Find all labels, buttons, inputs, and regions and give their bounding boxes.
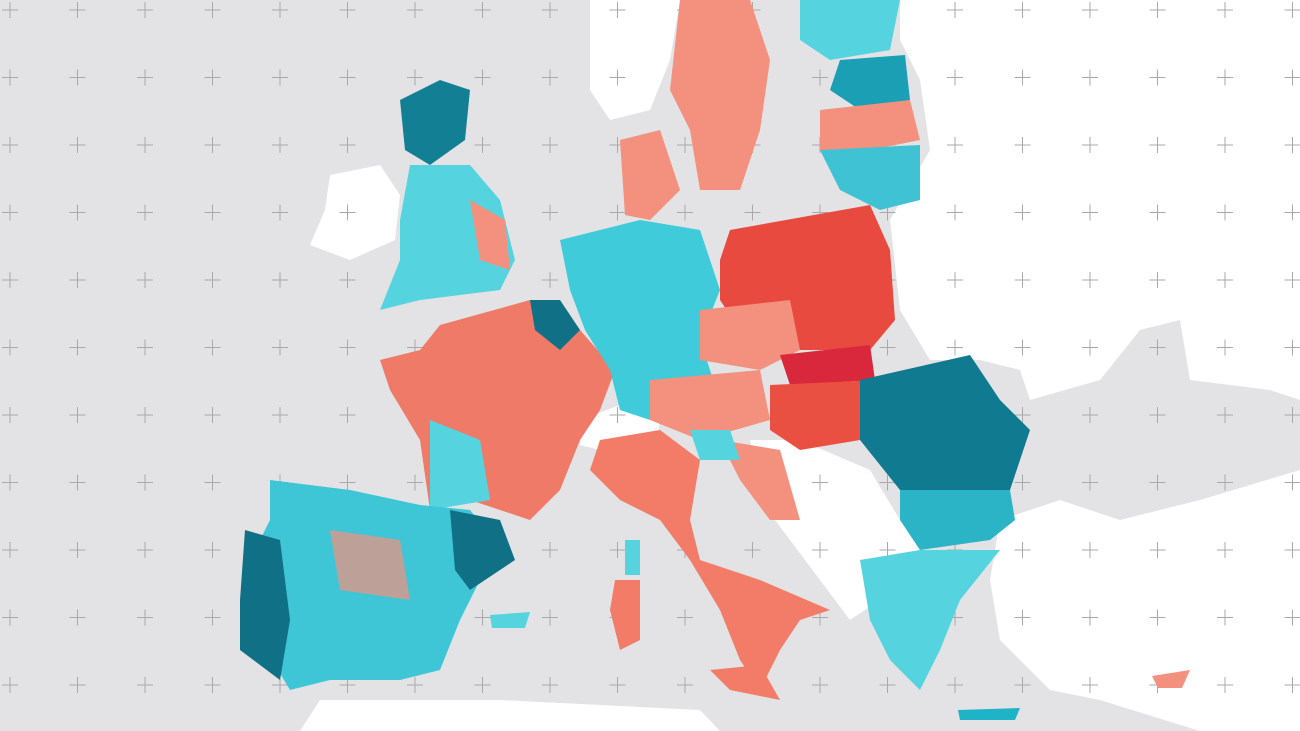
sweden <box>670 0 770 190</box>
crete <box>958 708 1020 720</box>
portugal <box>240 530 290 680</box>
czechia <box>700 300 800 370</box>
slovakia <box>780 345 875 385</box>
austria <box>650 370 770 440</box>
sicily <box>710 665 780 700</box>
romania <box>860 355 1030 500</box>
latvia <box>820 100 920 150</box>
france-southwest <box>430 420 490 510</box>
balearics <box>490 612 530 628</box>
scotland <box>400 80 470 165</box>
regions <box>240 0 1190 720</box>
bulgaria <box>900 490 1015 550</box>
england <box>380 165 515 310</box>
lithuania <box>820 145 920 210</box>
sardinia <box>610 580 640 650</box>
cyprus <box>1152 670 1190 688</box>
benelux <box>530 300 580 350</box>
italy <box>590 430 830 690</box>
spain-center <box>330 530 410 600</box>
denmark <box>620 130 680 220</box>
slovenia <box>690 430 740 460</box>
catalonia <box>450 510 515 590</box>
estonia <box>830 55 910 110</box>
england-east <box>470 200 510 270</box>
greece <box>860 550 1000 690</box>
corsica <box>625 540 640 575</box>
hungary <box>770 380 880 450</box>
finland <box>800 0 900 60</box>
